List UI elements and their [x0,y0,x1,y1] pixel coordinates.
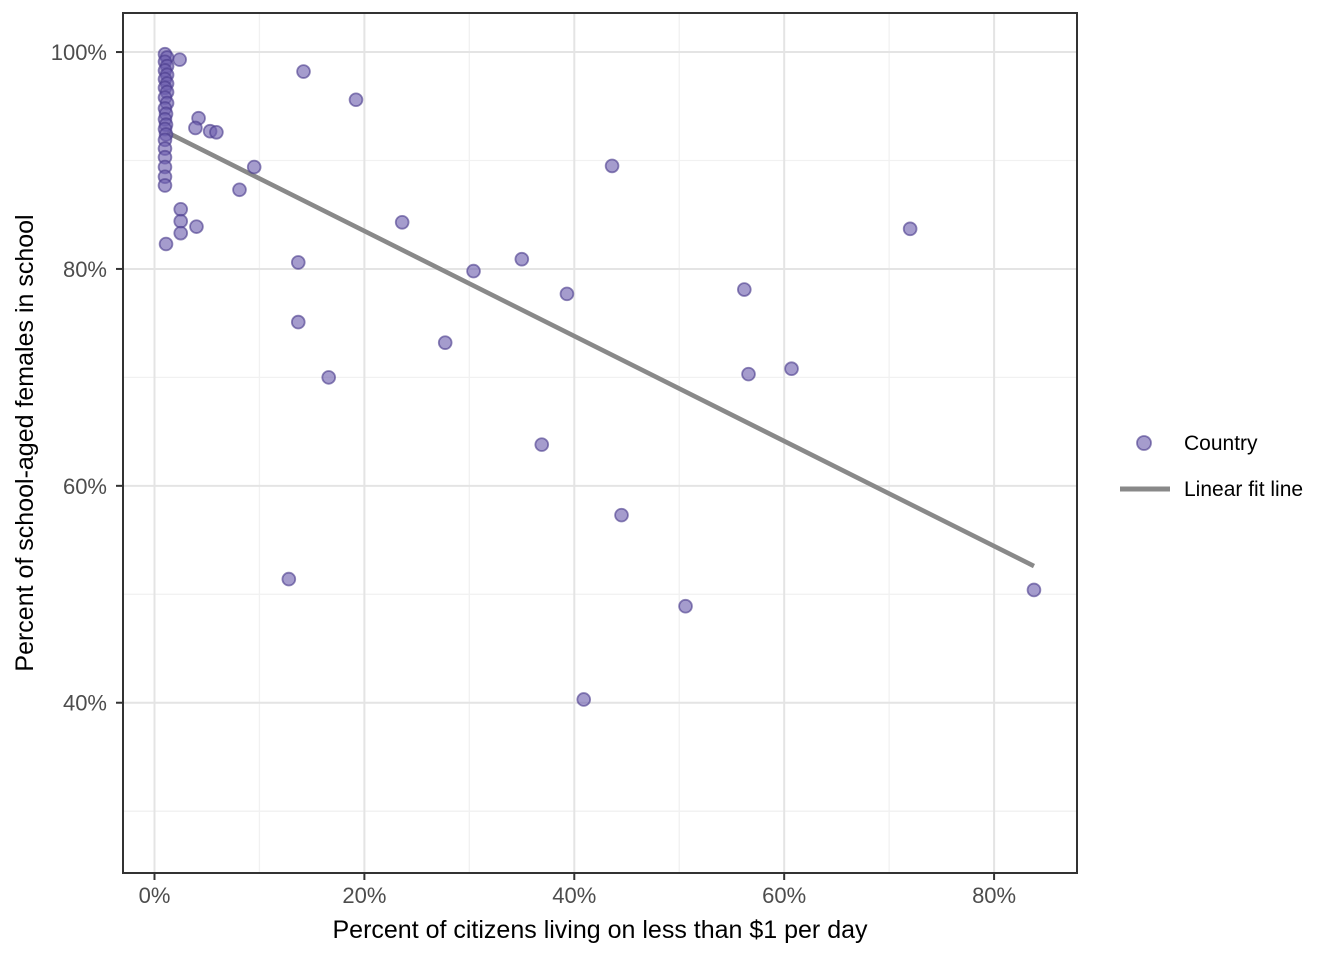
minor-gridlines [123,13,1077,873]
x-axis-ticks: 0% 20% 40% 60% 80% [139,873,1016,908]
scatter-point [576,692,592,707]
linear-fit-line [166,130,1035,569]
scatter-point [514,251,530,267]
x-tick-label: 40% [552,883,596,908]
y-axis-title: Percent of school-aged females in school [11,214,39,671]
scatter-point [534,437,550,452]
x-tick-label: 80% [972,883,1016,908]
scatter-point [188,120,203,136]
scatter-point [281,571,297,587]
scatter-point [158,236,174,252]
y-tick-label: 40% [63,691,107,716]
scatter-point [604,158,620,174]
legend-label-linear-fit-line: Linear fit line [1184,478,1303,501]
y-tick-label: 100% [51,40,107,65]
legend-label-country: Country [1184,432,1258,455]
fit-line-segment [166,130,1035,569]
y-axis-ticks: 40% 60% 80% 100% [51,40,123,716]
y-tick-label: 60% [63,474,107,499]
scatter-point [321,370,337,385]
scatter-point [394,215,410,230]
scatter-point [678,598,693,614]
scatter-point [232,182,247,198]
x-tick-label: 0% [139,883,171,908]
panel-border [122,12,1078,874]
scatter-point [246,159,262,175]
scatter-point [466,263,481,279]
scatter-point [741,366,756,382]
major-gridlines [123,13,1077,873]
scatter-point [290,314,306,330]
scatter-point [737,282,752,297]
legend: Country Linear fit line [1120,432,1303,501]
x-axis-title: Percent of citizens living on less than … [332,916,868,944]
scatter-point [173,225,189,241]
scatter-point [559,286,575,302]
x-tick-label: 20% [342,883,386,908]
y-tick-label: 80% [63,257,107,282]
scatter-point [437,335,453,350]
scatter-point [173,201,189,217]
scatter-point [902,221,918,237]
scatter-point [173,213,189,229]
legend-country-point-icon [1136,435,1152,451]
scatter-point [290,255,306,270]
x-tick-label: 60% [762,883,806,908]
scatter-point [296,64,311,79]
scatter-point [157,178,173,193]
scatter-point [172,52,187,67]
scatter-points [157,46,1042,707]
scatter-point [614,507,629,523]
scatter-point [209,124,224,140]
scatter-point [784,361,799,377]
scatter-point [189,219,204,234]
scatter-point [348,92,364,108]
scatter-point [1026,582,1042,598]
panel-background [123,13,1077,873]
